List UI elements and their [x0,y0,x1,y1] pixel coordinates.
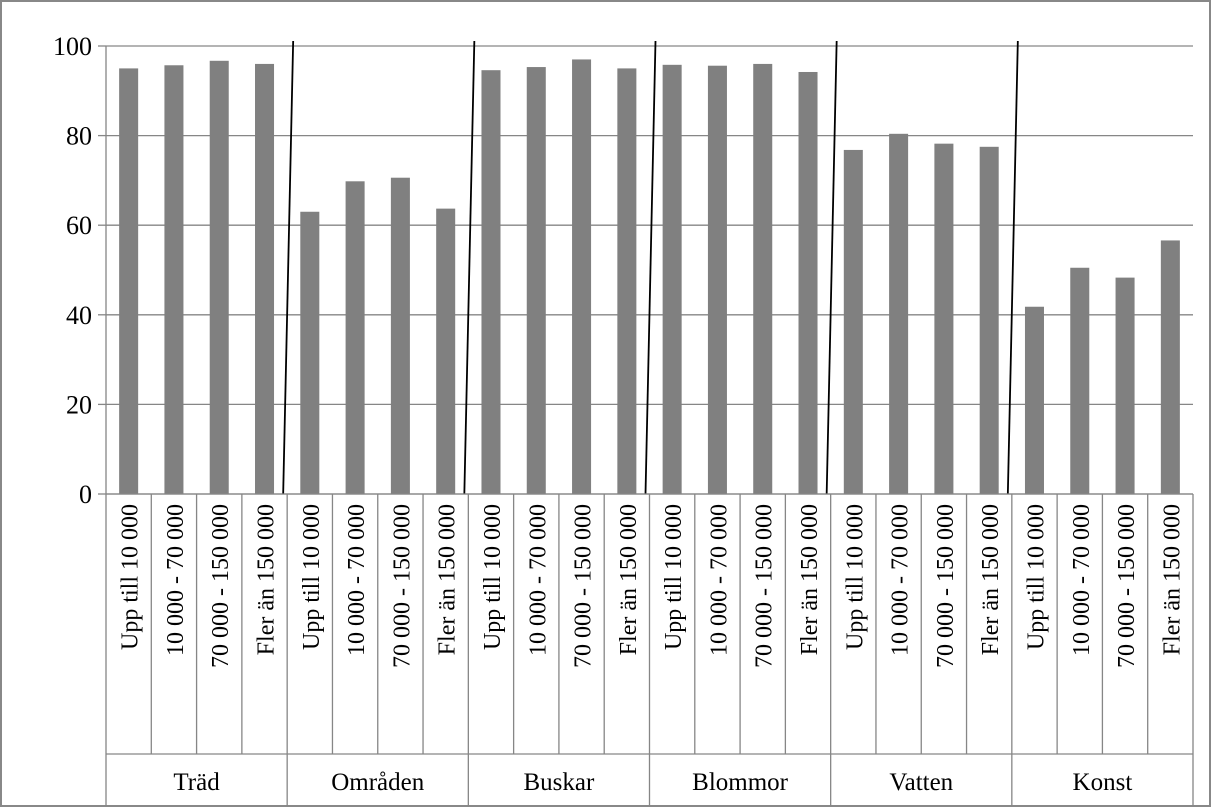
category-label: Fler än 150 000 [797,504,823,655]
category-label: Fler än 150 000 [435,504,461,655]
category-label: Upp till 10 000 [299,504,325,650]
bar [436,208,456,494]
category-label: 10 000 - 70 000 [525,504,551,656]
group-separator-line [825,40,838,495]
bar [617,68,637,495]
bar [1070,267,1090,494]
bar [390,177,410,494]
category-label: 10 000 - 70 000 [1069,504,1095,656]
bar [889,133,909,495]
category-label: Upp till 10 000 [842,504,868,650]
bar [164,65,184,494]
bar [119,68,139,495]
group-separator-line [463,40,476,495]
category-label: 10 000 - 70 000 [888,504,914,656]
bar [1115,277,1135,494]
group-label: Områden [331,769,425,796]
category-label: 10 000 - 70 000 [706,504,732,656]
bar [345,181,365,494]
group-label: Konst [1073,769,1133,796]
bar [707,65,727,494]
category-label: 70 000 - 150 000 [571,504,597,668]
y-tick-label: 40 [66,301,92,330]
y-tick-label: 100 [53,32,92,61]
bar [979,146,999,495]
bars [119,59,1180,495]
category-label: 70 000 - 150 000 [752,504,778,668]
category-label: Fler än 150 000 [254,504,280,655]
group-separator-line [644,40,657,495]
group-separator-line [1006,40,1019,495]
bar [662,64,682,494]
bar [255,63,275,495]
category-label: Upp till 10 000 [480,504,506,650]
category-label: 70 000 - 150 000 [933,504,959,668]
bar [1160,240,1180,494]
bar [798,71,818,494]
group-label: Vatten [889,769,953,796]
y-tick-label: 80 [66,122,92,151]
group-label: Buskar [524,769,596,796]
x-axis [105,46,1194,806]
bar [526,67,546,494]
category-label: 70 000 - 150 000 [1114,504,1140,668]
bar [481,70,501,494]
group-separators [282,40,1019,495]
group-label: Blommor [692,769,789,796]
category-label: Upp till 10 000 [118,504,144,650]
bar [753,63,773,495]
bar [572,59,592,494]
y-tick-label: 0 [79,480,92,509]
category-label: Fler än 150 000 [978,504,1004,655]
category-label: Fler än 150 000 [1159,504,1185,655]
y-tick-label: 60 [66,211,92,240]
bar [843,149,863,494]
category-label: 70 000 - 150 000 [389,504,415,668]
y-tick-label: 20 [66,390,92,419]
category-label: 10 000 - 70 000 [344,504,370,656]
category-labels: Upp till 10 000 10 000 - 70 000 70 000 - 1… [118,504,1186,668]
bar [934,143,954,494]
bar [209,60,229,495]
category-label: 10 000 - 70 000 [163,504,189,656]
group-labels: Träd Områden Buskar Blommor Vatten Konst [173,769,1132,796]
y-axis-ticks: 0 20 40 60 80 100 [53,32,106,509]
bar [300,211,320,494]
group-label: Träd [173,769,220,796]
category-label: Upp till 10 000 [1023,504,1049,650]
category-label: Fler än 150 000 [616,504,642,655]
category-label: 70 000 - 150 000 [208,504,234,668]
group-separator-line [282,40,295,495]
category-label: Upp till 10 000 [661,504,687,650]
bar [1024,306,1044,494]
